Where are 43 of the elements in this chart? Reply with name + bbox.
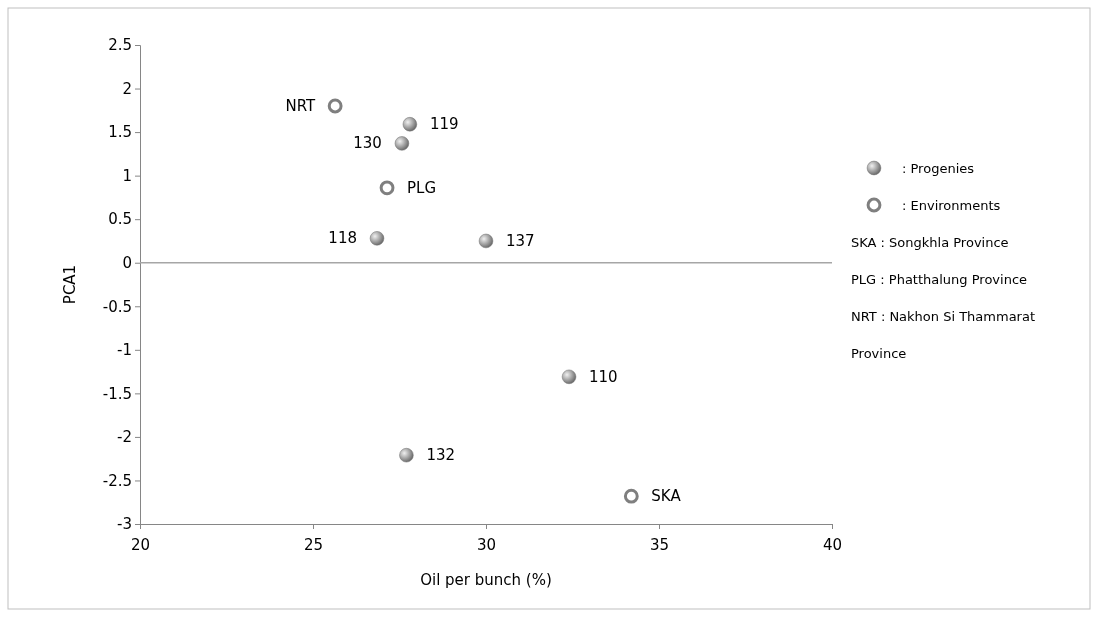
y-axis-title: PCA1 bbox=[61, 264, 79, 305]
y-tick-label: 0 bbox=[122, 254, 132, 273]
point bbox=[399, 448, 414, 463]
text: SKA : Songkhla Province bbox=[851, 235, 1009, 250]
text: NRT : Nakhon Si Thammarat bbox=[851, 309, 1036, 324]
y-tick-label: -3 bbox=[117, 515, 132, 534]
x-tick-label: 40 bbox=[822, 536, 843, 554]
annotation: 118 bbox=[328, 229, 358, 248]
annotation: SKA bbox=[651, 487, 682, 506]
x-tick-label: 30 bbox=[476, 536, 497, 554]
point bbox=[394, 136, 410, 151]
annotation: 132 bbox=[426, 446, 456, 465]
point bbox=[478, 233, 494, 249]
y-tick-label: 2 bbox=[122, 79, 132, 98]
text: Province bbox=[851, 346, 907, 361]
annotation: 110 bbox=[589, 367, 618, 386]
annotation: 137 bbox=[506, 231, 535, 250]
annotation: 130 bbox=[353, 134, 382, 153]
point bbox=[379, 180, 395, 196]
y-tick-label: -1.5 bbox=[102, 384, 132, 403]
y-tick-label: -1 bbox=[117, 341, 132, 360]
x-axis-title: Oil per bunch (%) bbox=[420, 571, 552, 589]
point bbox=[623, 488, 639, 504]
y-tick-label: -2.5 bbox=[102, 471, 132, 490]
point bbox=[561, 369, 577, 384]
y-tick-label: -2 bbox=[117, 428, 132, 447]
text: PLG : Phatthalung Province bbox=[851, 272, 1028, 287]
annotation: 119 bbox=[429, 115, 459, 134]
annotation: PLG bbox=[407, 178, 437, 197]
y-tick-label: -0.5 bbox=[102, 297, 132, 316]
point bbox=[327, 98, 343, 114]
annotation: NRT bbox=[285, 96, 316, 115]
point bbox=[402, 117, 418, 132]
y-tick-label: 1 bbox=[122, 166, 132, 185]
legend-label: : Progenies bbox=[902, 161, 975, 176]
y-tick-label: 0.5 bbox=[108, 210, 132, 229]
legend-label: : Environments bbox=[902, 198, 1001, 213]
x-tick-label: 25 bbox=[303, 536, 324, 554]
x-tick-label: 20 bbox=[130, 536, 151, 554]
point bbox=[369, 231, 385, 246]
x-tick-label: 35 bbox=[649, 536, 670, 554]
y-tick-label: 1.5 bbox=[108, 123, 132, 142]
y-tick-label: 2.5 bbox=[108, 36, 132, 55]
